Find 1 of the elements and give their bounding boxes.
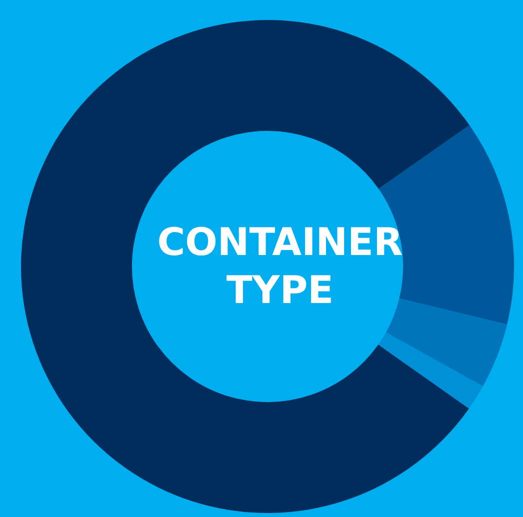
- text: CONTAINER TYPE: [156, 219, 404, 314]
